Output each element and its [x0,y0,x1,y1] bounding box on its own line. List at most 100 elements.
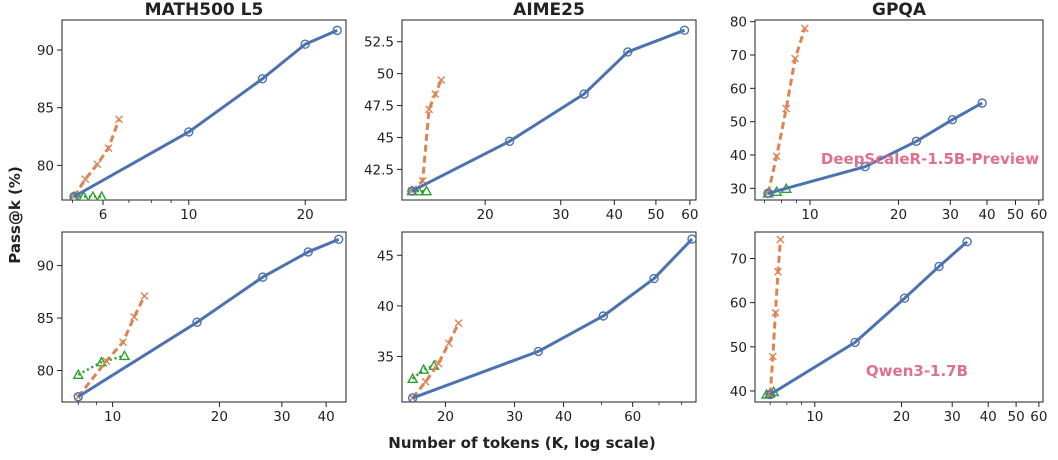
y-tick-label: 45 [377,130,394,146]
series-blue [763,98,987,199]
series-line-orange [411,322,460,399]
data-point [334,234,344,245]
series-line-green [77,354,125,376]
data-point [771,308,780,317]
plot-frame [401,19,697,201]
data-point [579,89,589,99]
y-tick-label: 30 [730,181,747,197]
data-point [791,54,800,63]
data-point [431,90,440,99]
data-point [118,349,131,361]
x-axis-label: Number of tokens (K, log scale) [388,434,655,452]
data-point [192,317,202,327]
data-point [93,160,102,169]
data-point [533,346,544,357]
x-tick-label: 20 [437,409,454,425]
data-point [850,337,860,348]
x-tick-label: 10 [104,409,121,425]
series-line-blue [412,238,694,400]
data-point [87,190,99,200]
x-tick-label: 10 [180,207,197,223]
panel-title: AIME25 [513,0,585,20]
data-point [687,234,696,244]
series-line-blue [73,29,338,198]
y-tick-label: 50 [730,340,747,356]
y-tick-label: 70 [730,251,747,267]
data-point [102,357,111,366]
model-annotation: Qwen3-1.7B [866,362,968,380]
x-tick-label: 30 [506,409,523,425]
data-point [72,368,84,380]
data-point [772,152,781,161]
series-line-blue [769,240,969,396]
data-point [421,377,430,386]
x-tick-label: 30 [273,409,290,425]
y-tick-label: 80 [730,15,747,31]
series-line-orange [410,79,443,193]
plot-frame [401,231,697,403]
y-tick-label: 40 [730,384,747,400]
data-point [765,389,775,400]
y-tick-label: 90 [37,43,54,59]
y-tick-label: 52.5 [364,35,394,51]
y-tick-label: 40 [377,299,394,315]
series-line-blue [411,28,686,193]
data-point [69,191,79,200]
y-tick-label: 40 [730,148,747,164]
x-tick-label: 40 [555,409,572,425]
data-point [140,292,149,301]
series-blue [765,237,972,400]
series-orange [408,319,463,402]
data-point [962,237,972,247]
x-tick-label: 40 [978,207,995,223]
y-tick-label: 50 [377,67,394,83]
data-point [444,339,453,348]
y-tick-label: 90 [37,259,54,275]
data-point [899,293,910,303]
x-tick-label: 40 [980,409,997,425]
x-tick-label: 50 [1007,207,1024,223]
series-orange [764,24,809,198]
x-tick-label: 60 [624,409,641,425]
y-tick-label: 50 [730,115,747,131]
data-point [860,161,870,172]
x-tick-label: 40 [318,409,335,425]
series-line-orange [768,239,782,395]
data-point [504,136,515,146]
data-point [947,114,958,125]
data-point [598,311,608,321]
chart-panel-3: 10 20 30 40 50 60 30 40 50 60 70 80 GPQA DeepScaleR-1… [730,0,1048,223]
x-tick-label: 20 [297,207,314,223]
x-tick-label: 30 [552,207,569,223]
data-point [104,144,113,153]
series-orange [70,115,124,200]
plot-frame [61,19,347,201]
data-point [130,313,139,321]
y-tick-label: 85 [37,311,54,327]
chart-panel-2: 20 30 40 50 60 42.5 45 47.5 50 52.5 AIME25 [364,0,699,223]
plot-frame [61,231,347,403]
series-orange [766,235,785,399]
x-tick-label: 50 [1008,409,1025,425]
data-point [679,25,690,35]
data-point [96,190,107,200]
y-axis-label: Pass@k (%) [6,166,24,264]
series-orange [407,76,446,196]
series-blue [407,234,696,402]
y-tick-label: 35 [377,349,394,365]
series-green [72,349,131,380]
series-line-blue [767,101,983,195]
data-point [300,39,310,49]
data-point [425,105,434,114]
data-point [81,175,90,184]
data-point [782,104,791,113]
data-point [258,272,268,282]
data-point [332,25,342,36]
data-point [776,235,785,244]
data-point [768,352,777,361]
series-blue [69,25,342,200]
x-tick-label: 50 [647,207,664,223]
data-point [420,185,433,196]
data-point [434,359,443,368]
